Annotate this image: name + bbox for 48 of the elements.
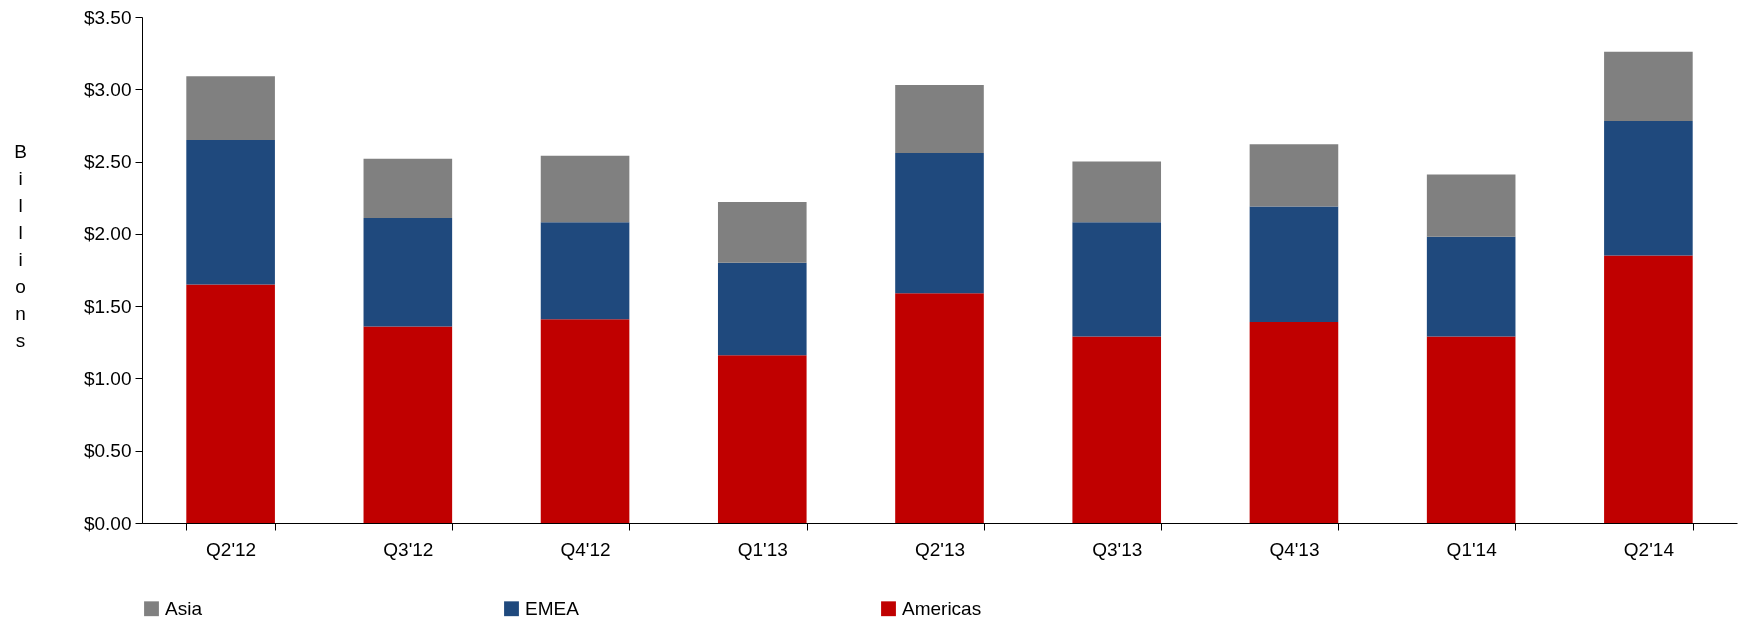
x-tick-label: Q2'14 xyxy=(1623,538,1675,560)
x-tick-label: Q2'13 xyxy=(914,538,966,560)
bar xyxy=(1426,236,1516,337)
legend-label: Asia xyxy=(165,597,203,619)
y-tick-label: $3.50 xyxy=(83,6,132,28)
x-tick-label: Q3'13 xyxy=(1092,538,1143,560)
bar xyxy=(540,155,630,223)
bar xyxy=(1072,222,1162,337)
x-tick-label: Q1'13 xyxy=(737,538,788,560)
bar xyxy=(363,217,453,327)
bar xyxy=(363,158,453,218)
bar xyxy=(895,84,984,153)
bar xyxy=(895,152,984,294)
y-tick-label: $1.00 xyxy=(83,367,132,389)
bar xyxy=(1072,336,1162,523)
bar xyxy=(540,319,630,523)
bar xyxy=(717,262,807,356)
bar xyxy=(1426,174,1516,237)
x-tick-label: Q2'12 xyxy=(206,538,257,560)
bar xyxy=(1604,51,1693,122)
y-tick-label: $3.00 xyxy=(83,78,132,100)
bar xyxy=(1249,206,1339,323)
bar xyxy=(186,76,275,140)
y-tick-label: $1.50 xyxy=(83,295,132,317)
bar xyxy=(1604,121,1693,256)
legend-label: Americas xyxy=(902,597,982,619)
y-tick-label: $0.00 xyxy=(83,512,132,534)
y-tick-label: $2.50 xyxy=(83,151,132,173)
bar xyxy=(186,284,275,523)
bar xyxy=(717,355,807,523)
bar xyxy=(186,139,275,285)
y-tick-label: $2.00 xyxy=(83,223,132,245)
x-tick-label: Q4'12 xyxy=(560,538,611,560)
bar xyxy=(1426,336,1516,523)
bar xyxy=(717,202,807,263)
bar xyxy=(1072,161,1162,223)
bar xyxy=(1249,322,1339,523)
x-tick-label: Q4'13 xyxy=(1269,538,1320,560)
x-tick-label: Q3'12 xyxy=(383,538,434,560)
y-axis-title: Billions xyxy=(14,140,27,351)
bar xyxy=(895,293,984,523)
legend-label: EMEA xyxy=(525,597,580,619)
bar xyxy=(1604,255,1693,523)
y-tick-label: $0.50 xyxy=(83,440,132,462)
bar xyxy=(363,326,453,523)
bar xyxy=(1249,144,1339,207)
bar xyxy=(540,222,630,320)
x-tick-label: Q1'14 xyxy=(1446,538,1498,560)
